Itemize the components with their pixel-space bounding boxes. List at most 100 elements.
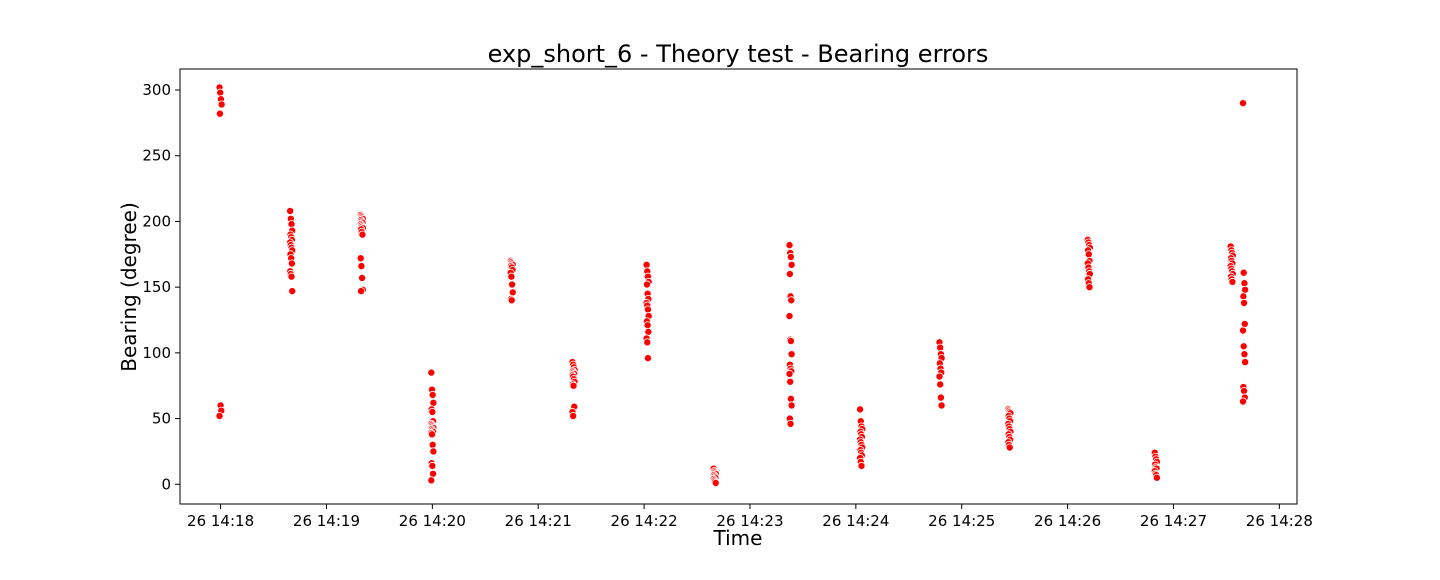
data-point [856, 405, 865, 414]
data-point [1239, 397, 1248, 406]
data-point [786, 337, 795, 346]
data-point [1239, 292, 1248, 301]
data-point [643, 354, 652, 363]
data-point [429, 398, 438, 407]
data-point [358, 273, 367, 282]
data-point [358, 230, 367, 239]
chart-title: exp_short_6 - Theory test - Bearing erro… [488, 40, 989, 68]
data-point [1085, 283, 1094, 292]
data-point [428, 408, 437, 417]
data-point [1239, 268, 1248, 277]
x-tick-label: 26 14:18 [187, 512, 254, 530]
data-point [786, 377, 795, 386]
data-point [1240, 350, 1249, 359]
data-point [427, 368, 436, 377]
data-point [936, 343, 945, 352]
data-point [428, 440, 437, 449]
x-tick-label: 26 14:22 [611, 512, 678, 530]
data-point [216, 88, 225, 97]
data-point [287, 259, 296, 268]
data-point [1005, 443, 1014, 452]
data-point [785, 270, 794, 279]
y-tick-label: 150 [142, 278, 171, 296]
data-point [288, 287, 297, 296]
data-point [786, 419, 795, 428]
data-point [642, 260, 651, 269]
data-point [428, 390, 437, 399]
data-point [215, 411, 224, 420]
data-point [215, 109, 224, 118]
y-axis: 0 50 100 150 200 250 300 [142, 81, 180, 493]
data-point [785, 241, 794, 250]
data-point [935, 372, 944, 381]
data-point [643, 321, 652, 330]
data-point [569, 381, 578, 390]
x-tick-label: 26 14:26 [1034, 512, 1101, 530]
data-point [785, 369, 794, 378]
data-point [286, 206, 295, 215]
data-point [508, 288, 517, 297]
data-point [569, 411, 578, 420]
x-tick-label: 26 14:20 [399, 512, 466, 530]
data-point [1240, 298, 1249, 307]
data-point [287, 272, 296, 281]
data-points [215, 83, 1250, 487]
x-axis-label: Time [713, 526, 763, 550]
data-point [643, 338, 652, 347]
x-tick-label: 26 14:23 [716, 512, 783, 530]
data-point [1228, 277, 1237, 286]
y-tick-label: 100 [142, 344, 171, 362]
data-point [787, 296, 796, 305]
data-point [642, 280, 651, 289]
y-tick-label: 200 [142, 212, 171, 230]
data-point [785, 312, 794, 321]
data-point [1240, 319, 1249, 328]
data-point [787, 350, 796, 359]
y-tick-label: 300 [142, 81, 171, 99]
data-point [1239, 326, 1248, 335]
data-point [427, 430, 436, 439]
data-point [787, 260, 796, 269]
x-tick-label: 26 14:28 [1246, 512, 1313, 530]
data-point [711, 478, 720, 487]
y-axis-label: Bearing (degree) [117, 202, 141, 371]
data-point [1240, 386, 1249, 395]
data-point [1084, 250, 1093, 259]
data-point [644, 327, 653, 336]
data-point [786, 252, 795, 261]
x-tick-label: 26 14:19 [293, 512, 360, 530]
data-point [1152, 473, 1161, 482]
x-axis: 26 14:18 26 14:19 26 14:20 26 14:21 26 14:22… [187, 504, 1313, 530]
data-point [428, 461, 437, 470]
data-point [429, 469, 438, 478]
x-tick-label: 26 14:21 [505, 512, 572, 530]
x-tick-label: 26 14:24 [822, 512, 889, 530]
data-point [287, 220, 296, 229]
data-point [1239, 99, 1248, 108]
y-tick-label: 50 [152, 410, 171, 428]
data-point [936, 380, 945, 389]
data-point [356, 254, 365, 263]
data-point [643, 305, 652, 314]
data-point [508, 280, 517, 289]
data-point [357, 262, 366, 271]
data-point [1240, 279, 1249, 288]
data-point [507, 296, 516, 305]
data-point [427, 476, 436, 485]
data-point [1239, 342, 1248, 351]
data-point [857, 461, 866, 470]
x-tick-label: 26 14:27 [1140, 512, 1207, 530]
y-tick-label: 0 [161, 475, 171, 493]
x-tick-label: 26 14:25 [928, 512, 995, 530]
data-point [1241, 285, 1250, 294]
data-point [507, 272, 516, 281]
y-tick-label: 250 [142, 147, 171, 165]
data-point [429, 447, 438, 456]
data-point [1241, 358, 1250, 367]
data-point [217, 100, 226, 109]
data-point [936, 393, 945, 402]
data-point [786, 394, 795, 403]
plot-area [179, 68, 1298, 505]
data-point [937, 401, 946, 410]
